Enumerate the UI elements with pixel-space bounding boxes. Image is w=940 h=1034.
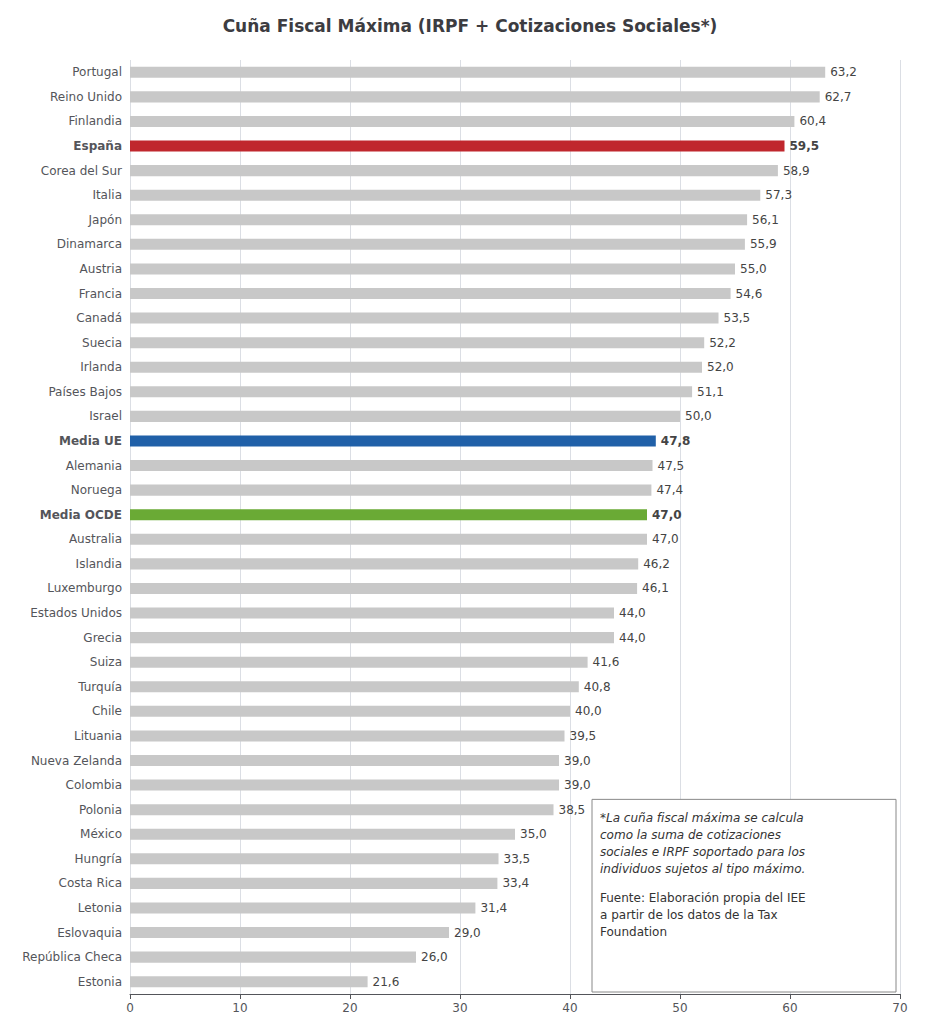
svg-text:0: 0: [126, 1001, 134, 1015]
svg-text:Estados Unidos: Estados Unidos: [30, 606, 122, 620]
svg-text:44,0: 44,0: [619, 606, 646, 620]
svg-text:47,0: 47,0: [652, 508, 682, 522]
svg-text:Lituania: Lituania: [74, 729, 122, 743]
svg-text:46,1: 46,1: [642, 581, 669, 595]
svg-text:47,4: 47,4: [656, 483, 683, 497]
svg-text:50: 50: [672, 1001, 687, 1015]
svg-text:Costa Rica: Costa Rica: [59, 876, 122, 890]
svg-text:70: 70: [892, 1001, 907, 1015]
svg-text:Estonia: Estonia: [78, 975, 122, 989]
svg-text:30: 30: [452, 1001, 467, 1015]
svg-text:60,4: 60,4: [799, 114, 826, 128]
svg-text:Reino Unido: Reino Unido: [50, 90, 122, 104]
svg-text:57,3: 57,3: [765, 188, 792, 202]
svg-text:40: 40: [562, 1001, 577, 1015]
svg-text:Canadá: Canadá: [76, 311, 122, 325]
svg-text:*La cuña fiscal máxima se calc: *La cuña fiscal máxima se calcula: [600, 811, 804, 825]
svg-text:38,5: 38,5: [559, 803, 586, 817]
svg-text:62,7: 62,7: [825, 90, 852, 104]
svg-text:21,6: 21,6: [373, 975, 400, 989]
svg-text:59,5: 59,5: [790, 139, 820, 153]
svg-text:55,0: 55,0: [740, 262, 767, 276]
svg-text:Italia: Italia: [92, 188, 122, 202]
svg-text:Grecia: Grecia: [83, 631, 122, 645]
svg-text:54,6: 54,6: [736, 287, 763, 301]
svg-text:52,2: 52,2: [709, 336, 736, 350]
svg-text:29,0: 29,0: [454, 926, 481, 940]
svg-text:Finlandia: Finlandia: [68, 114, 122, 128]
svg-text:39,0: 39,0: [564, 754, 591, 768]
svg-text:Israel: Israel: [89, 409, 122, 423]
svg-text:26,0: 26,0: [421, 950, 448, 964]
svg-text:Nueva Zelanda: Nueva Zelanda: [31, 754, 122, 768]
svg-text:53,5: 53,5: [724, 311, 751, 325]
svg-text:República Checa: República Checa: [22, 950, 122, 964]
svg-text:Polonia: Polonia: [79, 803, 122, 817]
svg-text:40,8: 40,8: [584, 680, 611, 694]
svg-text:46,2: 46,2: [643, 557, 670, 571]
svg-text:51,1: 51,1: [697, 385, 724, 399]
svg-text:Turquía: Turquía: [77, 680, 122, 694]
svg-text:Media UE: Media UE: [59, 434, 122, 448]
svg-text:Irlanda: Irlanda: [80, 360, 122, 374]
svg-text:Corea del Sur: Corea del Sur: [41, 164, 122, 178]
svg-text:Luxemburgo: Luxemburgo: [47, 581, 122, 595]
svg-text:Fuente: Elaboración propia del: Fuente: Elaboración propia del IEE: [600, 891, 806, 905]
svg-text:20: 20: [342, 1001, 357, 1015]
svg-text:33,5: 33,5: [504, 852, 531, 866]
svg-text:Australia: Australia: [69, 532, 122, 546]
svg-text:individuos sujetos al tipo máx: individuos sujetos al tipo máximo.: [600, 862, 805, 876]
svg-text:63,2: 63,2: [830, 65, 857, 79]
svg-text:a partir de los datos de la Ta: a partir de los datos de la Tax: [600, 908, 778, 922]
svg-text:60: 60: [782, 1001, 797, 1015]
svg-text:52,0: 52,0: [707, 360, 734, 374]
svg-text:47,5: 47,5: [658, 459, 685, 473]
svg-text:39,5: 39,5: [570, 729, 597, 743]
svg-text:47,0: 47,0: [652, 532, 679, 546]
svg-text:Cuña Fiscal Máxima (IRPF + Cot: Cuña Fiscal Máxima (IRPF + Cotizaciones …: [223, 16, 718, 36]
svg-text:58,9: 58,9: [783, 164, 810, 178]
svg-text:Chile: Chile: [92, 704, 122, 718]
svg-text:47,8: 47,8: [661, 434, 691, 448]
svg-text:Letonia: Letonia: [78, 901, 122, 915]
svg-text:Media OCDE: Media OCDE: [40, 508, 122, 522]
svg-text:Hungría: Hungría: [75, 852, 122, 866]
svg-text:55,9: 55,9: [750, 237, 777, 251]
svg-text:40,0: 40,0: [575, 704, 602, 718]
svg-text:35,0: 35,0: [520, 827, 547, 841]
svg-text:Dinamarca: Dinamarca: [57, 237, 122, 251]
svg-text:México: México: [80, 827, 122, 841]
svg-text:Noruega: Noruega: [71, 483, 122, 497]
svg-text:España: España: [73, 139, 122, 153]
svg-text:33,4: 33,4: [502, 876, 529, 890]
svg-text:Suiza: Suiza: [90, 655, 122, 669]
svg-text:Países Bajos: Países Bajos: [48, 385, 122, 399]
svg-text:Japón: Japón: [88, 213, 122, 227]
svg-text:Islandia: Islandia: [76, 557, 122, 571]
svg-text:Francia: Francia: [79, 287, 122, 301]
svg-text:41,6: 41,6: [593, 655, 620, 669]
svg-text:Portugal: Portugal: [72, 65, 122, 79]
svg-text:44,0: 44,0: [619, 631, 646, 645]
svg-text:50,0: 50,0: [685, 409, 712, 423]
svg-text:Austria: Austria: [80, 262, 122, 276]
svg-text:10: 10: [232, 1001, 247, 1015]
svg-text:como la suma de cotizaciones: como la suma de cotizaciones: [600, 828, 781, 842]
svg-text:Eslovaquia: Eslovaquia: [57, 926, 122, 940]
svg-text:56,1: 56,1: [752, 213, 779, 227]
svg-text:sociales e IRPF soportado para: sociales e IRPF soportado para los: [600, 845, 805, 859]
svg-text:Suecia: Suecia: [82, 336, 122, 350]
svg-text:Colombia: Colombia: [66, 778, 122, 792]
svg-text:31,4: 31,4: [480, 901, 507, 915]
svg-text:Alemania: Alemania: [66, 459, 122, 473]
svg-text:39,0: 39,0: [564, 778, 591, 792]
svg-text:Foundation: Foundation: [600, 925, 667, 939]
